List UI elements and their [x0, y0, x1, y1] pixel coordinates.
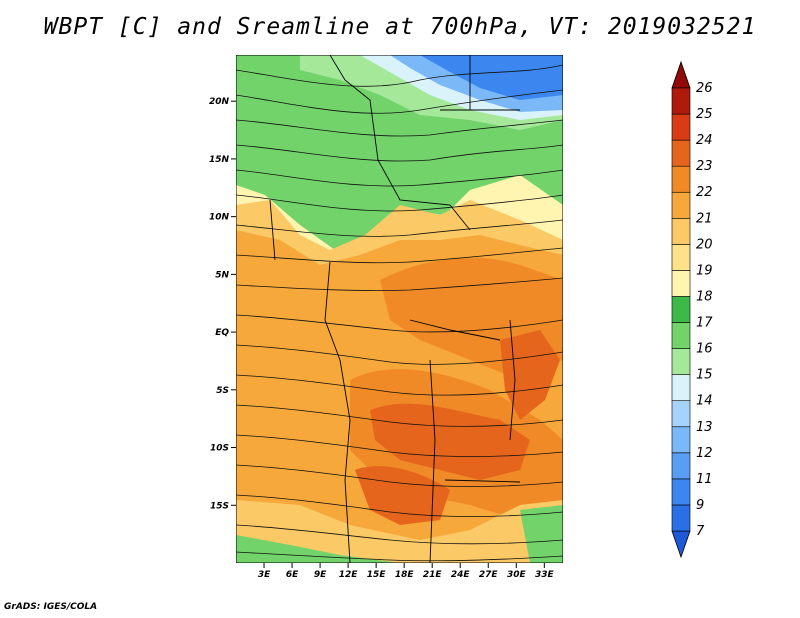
colorbar-label: 14 — [696, 394, 713, 409]
colorbar-label: 19 — [696, 263, 713, 278]
lat-tick-label: 5S — [216, 386, 229, 396]
colorbar-segment — [671, 400, 691, 428]
colorbar-label: 21 — [696, 211, 713, 226]
lat-tick-label: 15S — [210, 501, 229, 511]
lon-tick-label: 12E — [339, 570, 359, 580]
colorbar-label: 17 — [696, 316, 713, 331]
colorbar-label: 15 — [696, 368, 713, 383]
lat-tick-label: 10S — [210, 444, 229, 454]
lat-tick-label: EQ — [215, 328, 229, 338]
lon-tick-label: 6E — [286, 570, 299, 580]
lon-tick-label: 21E — [423, 570, 443, 580]
colorbar-segment — [671, 87, 691, 115]
lon-tick-label: 33E — [535, 570, 555, 580]
lat-tick-label: 10N — [209, 213, 230, 223]
colorbar-label: 16 — [696, 342, 713, 357]
colorbar-label: 20 — [696, 237, 713, 252]
map-panel — [236, 55, 563, 563]
latitude-axis: 20N 15N 10N 5N EQ 5S 10S 15S — [209, 97, 236, 511]
field-region-17se — [520, 505, 563, 563]
lon-tick-label: 30E — [507, 570, 527, 580]
lat-tick-label: 20N — [209, 97, 230, 107]
country-borders — [269, 55, 521, 563]
colorbar-label: 7 — [696, 524, 705, 539]
colorbar-segment — [671, 217, 691, 245]
colorbar-label: 22 — [696, 185, 713, 200]
colorbar-segment — [671, 504, 691, 532]
colorbar: 7 9 11 12 13 14 15 16 17 18 19 20 21 22 23 24 25 26 — [671, 60, 713, 559]
colorbar-segment — [671, 478, 691, 506]
colorbar-segment — [671, 113, 691, 141]
colorbar-segment — [671, 426, 691, 454]
colorbar-segment — [671, 139, 691, 167]
colorbar-segment — [671, 244, 691, 271]
lon-tick-label: 3E — [258, 570, 271, 580]
field-region-23b — [500, 330, 560, 420]
field-region-11 — [420, 55, 563, 100]
streamlines — [236, 64, 563, 562]
field-region-23 — [370, 403, 530, 480]
colorbar-segment — [671, 322, 691, 349]
colorbar-segment — [671, 191, 691, 219]
longitude-axis: 3E 6E 9E 12E 15E 18E 21E 24E 27E 30E 33E — [258, 563, 555, 580]
colorbar-label: 9 — [696, 498, 704, 513]
colorbar-segment — [671, 348, 691, 375]
colorbar-label: 25 — [696, 107, 713, 122]
colorbar-label: 26 — [696, 81, 713, 96]
field-region-20s — [236, 500, 563, 563]
lon-tick-label: 15E — [367, 570, 387, 580]
colorbar-segment — [671, 270, 691, 297]
colorbar-arrow-top — [671, 60, 691, 89]
colorbar-label: 18 — [696, 289, 713, 304]
colorbar-label: 24 — [696, 133, 713, 148]
lon-tick-label: 9E — [314, 570, 327, 580]
lon-tick-label: 24E — [451, 570, 471, 580]
field-region-17s — [236, 535, 400, 563]
colorbar-segment — [671, 452, 691, 480]
footer-credit: GrADS: IGES/COLA — [4, 602, 98, 612]
lat-tick-label: 15N — [209, 155, 230, 165]
lat-tick-label: 5N — [215, 270, 229, 280]
colorbar-label: 23 — [696, 159, 713, 174]
colorbar-arrow-bottom — [671, 530, 691, 559]
colorbar-label: 12 — [696, 446, 713, 461]
lon-tick-label: 18E — [395, 570, 415, 580]
colorbar-label: 13 — [696, 420, 713, 435]
colorbar-segment — [671, 296, 691, 323]
colorbar-segment — [671, 165, 691, 193]
map-title: WBPT [C] and Sreamline at 700hPa, VT: 20… — [43, 14, 757, 40]
lon-tick-label: 27E — [479, 570, 499, 580]
colorbar-label: 11 — [696, 472, 713, 487]
colorbar-segment — [671, 374, 691, 402]
